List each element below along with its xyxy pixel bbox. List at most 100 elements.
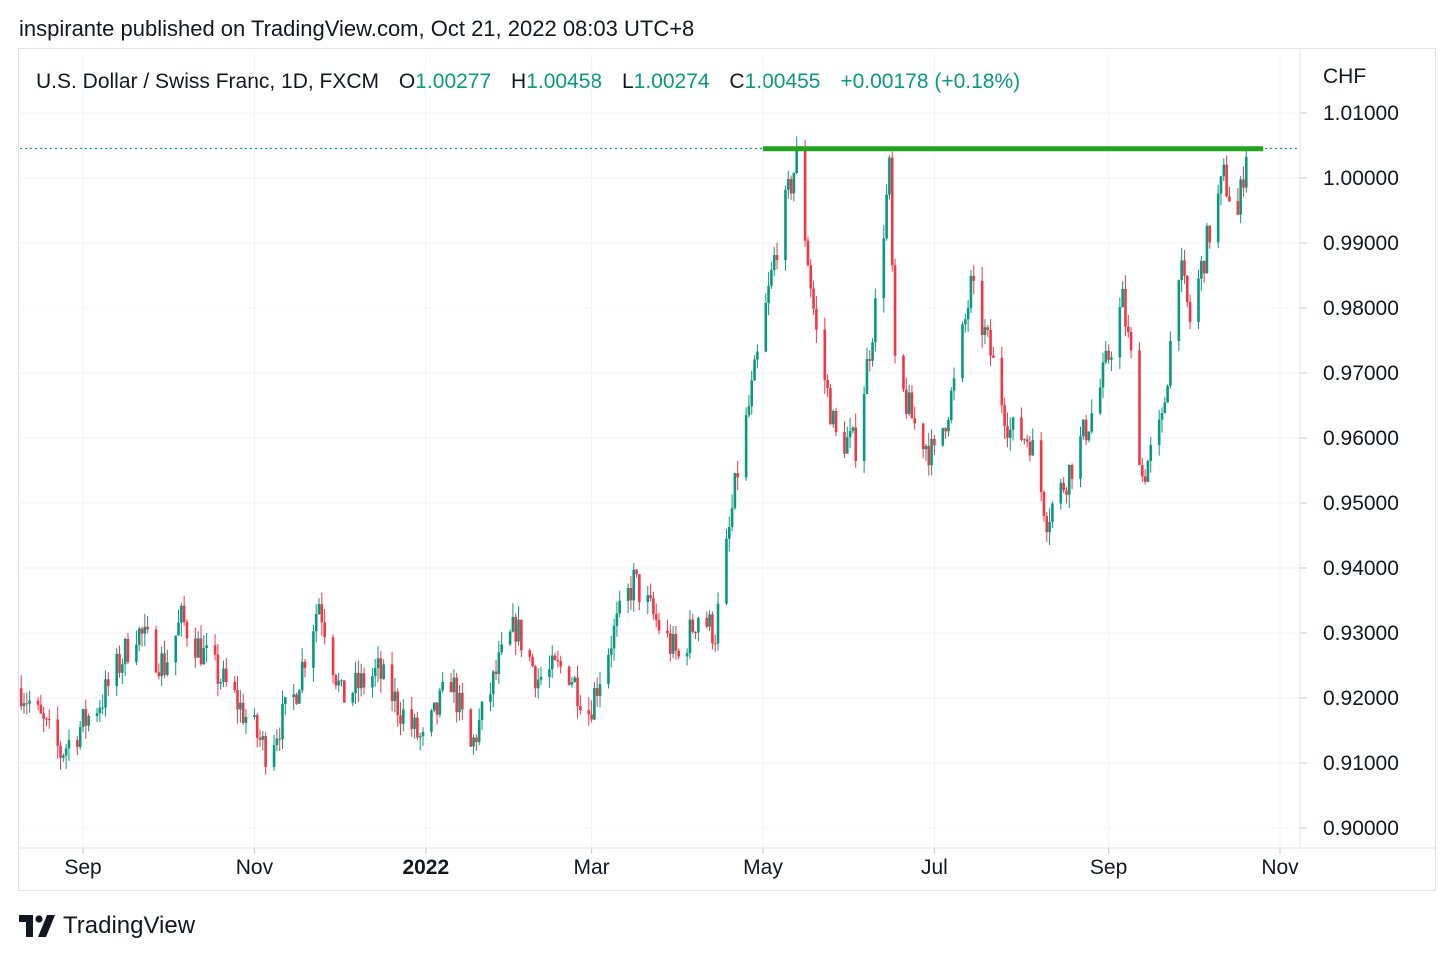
candle-body bbox=[331, 637, 335, 675]
candle-body bbox=[1129, 332, 1133, 351]
candle bbox=[1124, 275, 1127, 337]
candle bbox=[213, 634, 217, 661]
candle bbox=[320, 592, 324, 637]
high-value: 1.00458 bbox=[526, 70, 603, 93]
candle bbox=[146, 615, 149, 634]
candle bbox=[1205, 222, 1209, 274]
candle bbox=[239, 690, 242, 723]
candle bbox=[449, 673, 453, 693]
candle-body bbox=[657, 620, 661, 631]
candle-body bbox=[222, 668, 225, 683]
candle-body bbox=[396, 691, 400, 716]
candle bbox=[882, 225, 886, 313]
candle-body bbox=[972, 275, 976, 281]
candle bbox=[711, 611, 714, 650]
candle-body bbox=[1051, 503, 1054, 523]
candle-body bbox=[59, 745, 62, 758]
candle bbox=[1138, 342, 1141, 466]
candle-body bbox=[244, 717, 248, 723]
candle bbox=[531, 653, 534, 667]
candle-body bbox=[786, 179, 790, 190]
candle-body bbox=[1070, 464, 1074, 479]
candle-body bbox=[334, 674, 338, 686]
candle-body bbox=[1200, 260, 1203, 279]
candle bbox=[730, 494, 734, 532]
candle-body bbox=[1222, 164, 1226, 177]
candle bbox=[458, 685, 461, 721]
time-axis: Sep Nov 2022 Mar May Jul Sep Nov bbox=[18, 847, 1436, 879]
candle-body bbox=[177, 622, 180, 636]
candle-body bbox=[854, 427, 858, 461]
price-tick-label: 0.96000 bbox=[1323, 427, 1399, 450]
candle-body bbox=[902, 355, 905, 390]
candle-body bbox=[416, 717, 419, 738]
candle-body bbox=[539, 676, 543, 680]
candle-body bbox=[199, 638, 203, 665]
candle bbox=[517, 606, 520, 646]
candle-body bbox=[1242, 179, 1245, 188]
candle-body bbox=[494, 671, 498, 674]
candle bbox=[826, 374, 829, 398]
candle-body bbox=[885, 194, 888, 239]
candle bbox=[222, 660, 225, 688]
candle-body bbox=[489, 694, 492, 702]
candle-body bbox=[1090, 413, 1094, 432]
candle bbox=[579, 695, 582, 715]
candle-body bbox=[1183, 260, 1186, 276]
symbol-title[interactable]: U.S. Dollar / Swiss Franc, 1D, FXCM bbox=[36, 70, 380, 93]
candle-body bbox=[455, 677, 459, 713]
candle-body bbox=[1141, 465, 1144, 477]
candle-body bbox=[62, 755, 65, 758]
candle-body bbox=[708, 614, 711, 627]
candle bbox=[42, 706, 45, 733]
candle bbox=[536, 668, 540, 699]
candle bbox=[612, 618, 616, 661]
candle bbox=[255, 712, 259, 748]
candle-body bbox=[556, 659, 560, 662]
candle bbox=[202, 635, 206, 665]
candle-body bbox=[421, 731, 425, 737]
candle bbox=[340, 679, 343, 687]
candle bbox=[118, 645, 121, 678]
candle bbox=[890, 151, 894, 272]
candle-body bbox=[106, 679, 110, 687]
candle-body bbox=[1146, 461, 1150, 482]
candle-body bbox=[1163, 402, 1167, 414]
candle bbox=[1020, 407, 1023, 442]
candle bbox=[629, 575, 633, 610]
candle-body bbox=[963, 319, 967, 325]
candle bbox=[1025, 434, 1029, 448]
candle bbox=[435, 702, 439, 725]
candle bbox=[258, 729, 262, 748]
candle-body bbox=[225, 668, 228, 682]
candle bbox=[756, 344, 759, 369]
candle-body bbox=[615, 613, 619, 626]
candle bbox=[62, 753, 65, 763]
candle bbox=[691, 613, 695, 634]
candle bbox=[87, 713, 90, 732]
candle bbox=[910, 385, 914, 419]
candle-body bbox=[1101, 362, 1105, 388]
candle bbox=[1188, 294, 1192, 330]
candle bbox=[165, 649, 169, 677]
candle bbox=[174, 635, 178, 676]
candle-body bbox=[182, 605, 186, 622]
candle-body bbox=[713, 643, 717, 645]
candle bbox=[688, 610, 692, 659]
candle bbox=[927, 432, 931, 476]
candle bbox=[244, 709, 248, 734]
candle bbox=[1244, 148, 1248, 193]
candle-body bbox=[452, 677, 456, 693]
candle-body bbox=[1157, 419, 1161, 446]
candle bbox=[963, 313, 967, 333]
candle-body bbox=[449, 682, 453, 693]
candle bbox=[28, 690, 31, 713]
time-tick-label: Jul bbox=[921, 856, 948, 879]
candle bbox=[595, 677, 599, 707]
candle-body bbox=[548, 669, 551, 677]
candle bbox=[635, 569, 638, 578]
candle bbox=[480, 700, 484, 730]
candle-body bbox=[904, 389, 908, 414]
candle bbox=[947, 416, 950, 437]
